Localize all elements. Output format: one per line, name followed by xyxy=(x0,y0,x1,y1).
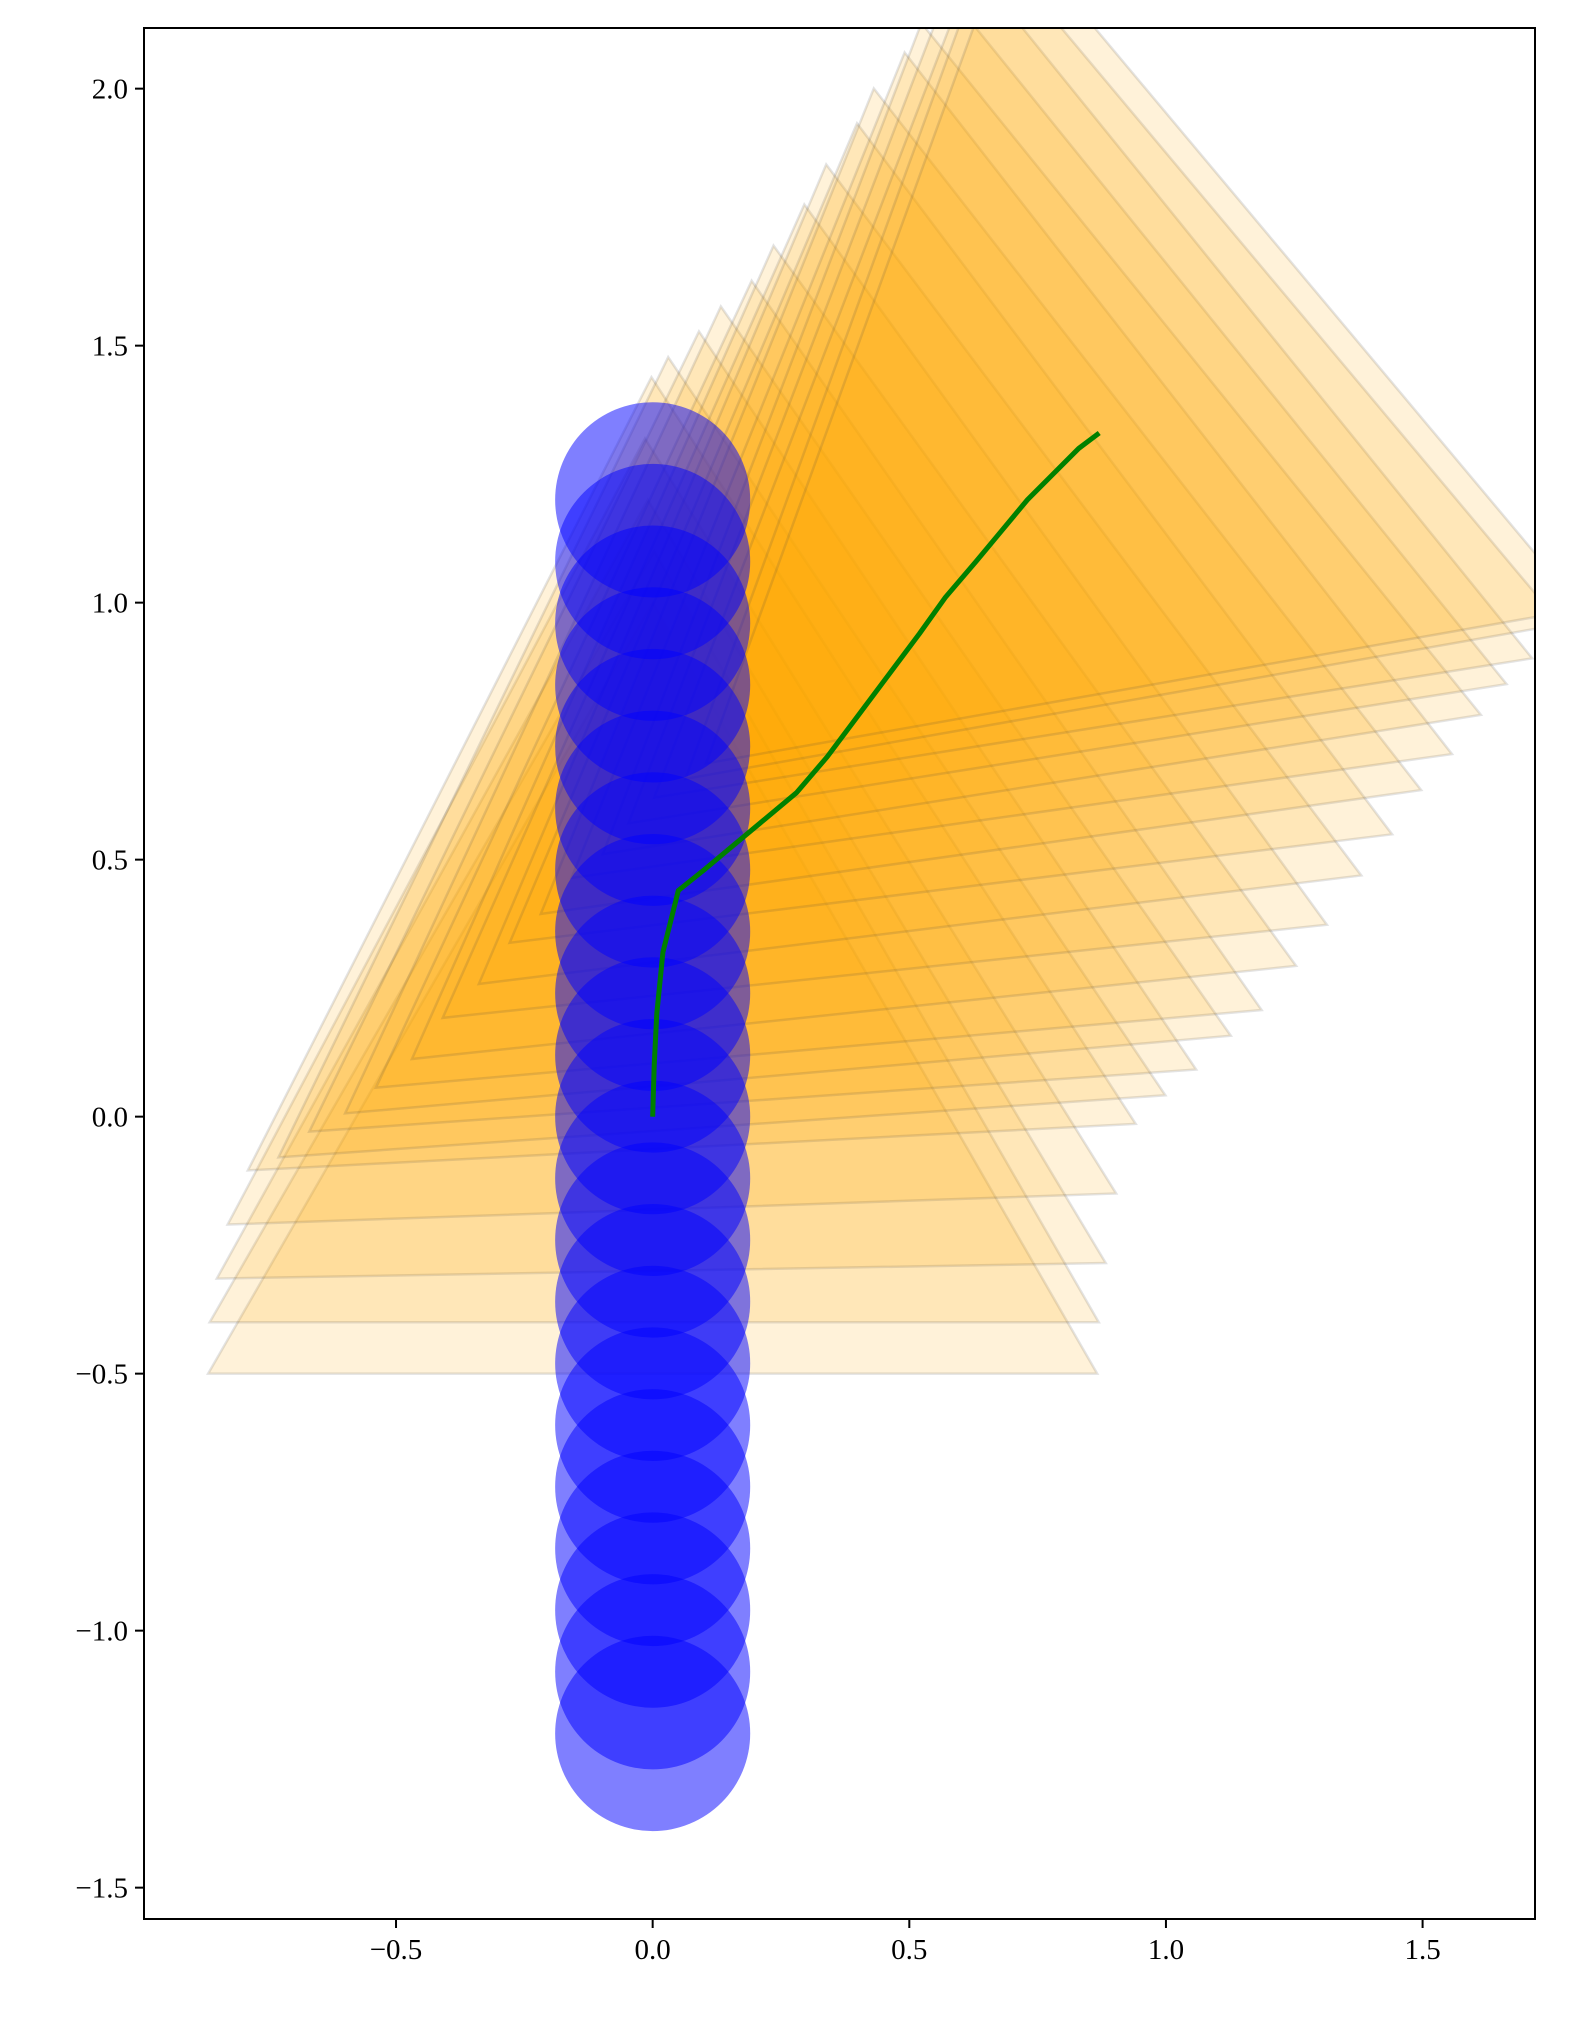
y-tick-label: −1.0 xyxy=(75,1616,128,1648)
triangle xyxy=(683,28,1535,781)
y-tick-label: −0.5 xyxy=(75,1359,128,1391)
x-tick-label: 1.5 xyxy=(1404,1934,1440,1966)
y-tick-label: 1.5 xyxy=(92,331,128,363)
x-tick-label: 1.0 xyxy=(1148,1934,1184,1966)
y-tick-label: 0.0 xyxy=(92,1102,128,1134)
y-tick-label: 2.0 xyxy=(92,74,128,106)
triangle xyxy=(307,328,1199,1134)
x-tick-label: 0.5 xyxy=(891,1934,927,1966)
y-tick-label: −1.5 xyxy=(75,1873,128,1905)
triangle xyxy=(652,28,1535,800)
y-tick-label: 1.0 xyxy=(92,588,128,620)
triangle xyxy=(600,28,1484,856)
x-tick-label: −0.5 xyxy=(370,1934,423,1966)
y-tick-label: 0.5 xyxy=(92,845,128,877)
triangle xyxy=(626,28,1509,825)
trajectory-line xyxy=(650,431,1101,1117)
x-tick-label: 0.0 xyxy=(635,1934,671,1966)
circle xyxy=(555,402,751,598)
axes-frame xyxy=(143,27,1536,1920)
triangle xyxy=(704,28,1535,766)
